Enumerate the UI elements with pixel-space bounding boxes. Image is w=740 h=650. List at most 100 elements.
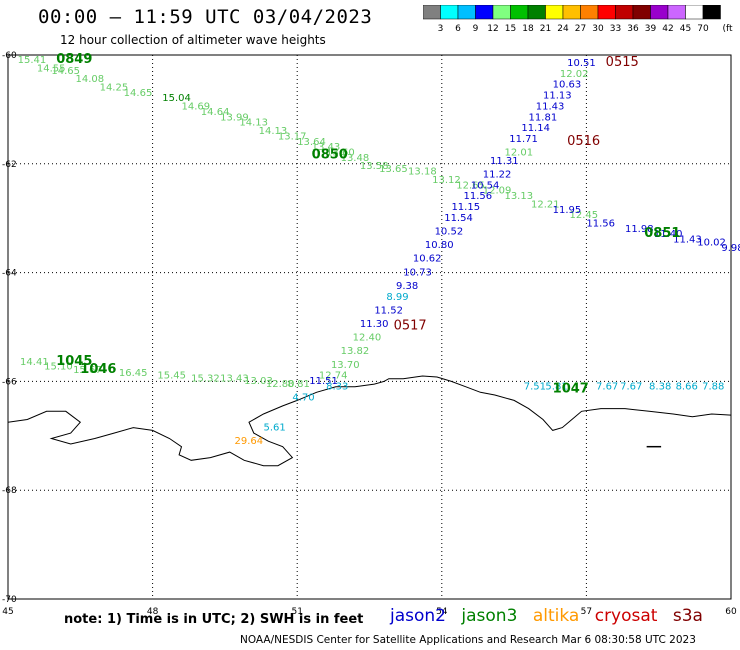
swh-value-label: 12.01 [504, 148, 533, 159]
lon-tick-label: 48 [147, 607, 159, 617]
colorbar-label: 6 [455, 24, 461, 33]
swh-value-label: 8.38 [649, 382, 671, 393]
colorbar-label: 27 [575, 24, 586, 33]
swh-value-label: 7.67 [596, 382, 618, 393]
legend-cryosat: cryosat [594, 606, 658, 626]
swh-value-label: 13.17 [278, 131, 307, 142]
swh-value-label: 11.56 [463, 191, 492, 202]
swh-value-label: 11.43 [673, 235, 702, 246]
swh-value-label: 14.65 [51, 66, 80, 77]
track-time-label: 0849 [56, 52, 92, 67]
swh-value-label: 4.70 [292, 392, 314, 403]
antarctic-coastline [7, 375, 732, 467]
swh-value-label: 10.73 [403, 267, 432, 278]
swh-value-label: 5.61 [263, 422, 285, 433]
swh-value-label: 13.58 [360, 161, 389, 172]
swh-value-label: 9.38 [396, 281, 418, 292]
swh-value-label: 14.13 [239, 118, 268, 129]
colorbar-label: 70 [697, 24, 709, 33]
track-time-label: 1047 [553, 381, 589, 396]
swh-value-label: 11.52 [374, 305, 403, 316]
track-time-label: 0516 [567, 134, 600, 149]
swh-value-label: 15.45 [157, 371, 186, 382]
swh-value-label: 15.10 [44, 361, 73, 372]
track-time-label: 0517 [394, 319, 427, 334]
colorbar-label: 24 [557, 24, 569, 33]
colorbar-label: 15 [505, 24, 516, 33]
swh-value-label: 11.31 [490, 156, 519, 167]
swh-value-label: 13.60 [326, 148, 355, 159]
footer-note: note: 1) Time is in UTC; 2) SWH is in fe… [64, 612, 364, 627]
colorbar-unit: (ft) [723, 24, 734, 33]
swh-value-label: 13.99 [220, 112, 249, 123]
colorbar-label: 45 [680, 24, 691, 33]
lat-tick-label: -64 [2, 269, 17, 279]
lat-tick-label: -66 [2, 377, 17, 387]
swh-value-label: 12.40 [353, 333, 382, 344]
swh-value-label: 8.99 [386, 292, 408, 303]
swh-value-label: 13.65 [379, 164, 408, 175]
swh-value-label: 11.95 [553, 205, 582, 216]
swh-value-label: 7.67 [620, 382, 642, 393]
swh-value-label: 12.74 [319, 371, 348, 382]
colorbar-label: 3 [438, 24, 444, 33]
swh-value-label: 14.08 [75, 74, 104, 85]
swh-value-label: 13.12 [432, 175, 461, 186]
swh-value-label: 12.80 [266, 379, 295, 390]
swh-value-label: 12.02 [560, 69, 589, 80]
swh-value-label: 14.41 [20, 357, 49, 368]
swh-value-label: 14.55 [37, 63, 66, 74]
swh-value-label: 11.40 [654, 229, 683, 240]
swh-value-label: 10.02 [697, 237, 726, 248]
swh-value-label: 8.81 [288, 379, 310, 390]
swh-value-label: 11.14 [521, 123, 550, 134]
lon-tick-label: 60 [725, 607, 737, 617]
page-title: 00:00 – 11:59 UTC 03/04/2023 [38, 6, 373, 28]
colorbar-label: 42 [662, 24, 673, 33]
swh-value-label: 12.65 [456, 180, 485, 191]
swh-value-label: 5.81 [545, 382, 567, 393]
legend-jason2: jason2 [390, 606, 446, 626]
swh-value-label: 11.15 [451, 202, 480, 213]
lat-tick-label: -60 [2, 51, 17, 61]
swh-value-label: 16.45 [119, 368, 148, 379]
swh-value-label: 10.80 [425, 240, 454, 251]
swh-value-label: 11.81 [529, 112, 558, 123]
swh-value-label: 10.52 [435, 227, 464, 238]
swh-value-label: 10.54 [471, 180, 500, 191]
swh-value-label: 13.64 [297, 137, 326, 148]
swh-value-label: 8.66 [676, 382, 698, 393]
swh-value-label: 14.13 [259, 126, 288, 137]
swh-value-label: 7.51 [524, 382, 546, 393]
swh-value-label: 8.33 [326, 382, 348, 393]
swh-value-label: 13.13 [504, 191, 533, 202]
swh-value-label: 13.70 [331, 360, 360, 371]
lat-tick-label: -68 [2, 486, 17, 496]
swh-value-label: 11.30 [360, 319, 389, 330]
swh-value-label: 14.25 [100, 82, 129, 93]
swh-value-label: 11.56 [586, 218, 615, 229]
satellite-legend: jason2 jason3 altika cryosat s3a [390, 606, 713, 626]
track-time-label: 1046 [80, 362, 116, 377]
lat-tick-label: -62 [2, 160, 17, 170]
lon-tick-label: 54 [436, 607, 448, 617]
swh-value-label: 11.22 [483, 169, 512, 180]
colorbar-swatch [702, 5, 721, 20]
page-subtitle: 12 hour collection of altimeter wave hei… [60, 33, 326, 47]
swh-value-label: 14.64 [201, 107, 230, 118]
swh-value-label: 10.63 [553, 80, 582, 91]
swh-value-label: 11.51 [309, 376, 338, 387]
colorbar-label: 18 [522, 24, 534, 33]
colorbar-label: 33 [610, 24, 621, 33]
lon-tick-label: 51 [291, 607, 302, 617]
swh-value-label: 12.09 [483, 186, 512, 197]
swh-value-label: 11.13 [543, 91, 572, 102]
legend-altika: altika [532, 606, 580, 626]
colorbar-label: 39 [645, 24, 657, 33]
swh-value-label: 11.71 [509, 134, 538, 145]
track-time-label: 0851 [644, 226, 680, 241]
swh-value-label: 10.62 [413, 254, 442, 265]
swh-value-label: 11.43 [536, 101, 565, 112]
